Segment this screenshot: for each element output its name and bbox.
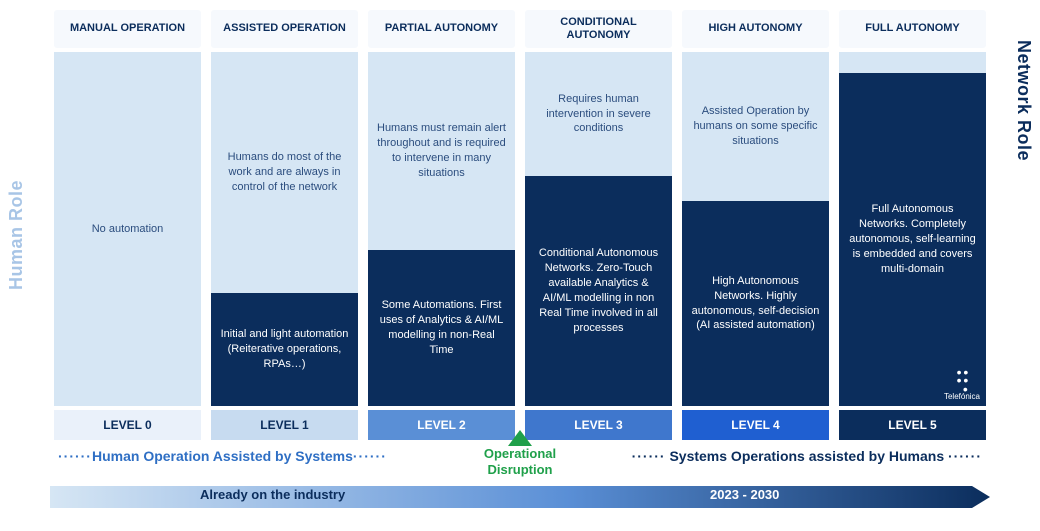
level-label-box: LEVEL 3 <box>525 410 672 440</box>
network-role-axis-label: Network Role <box>1013 40 1034 161</box>
column-header: HIGH AUTONOMY <box>682 10 829 48</box>
span-systems-text: Systems Operations assisted by Humans <box>669 448 944 464</box>
network-role-text: High Autonomous Networks. Highly autonom… <box>690 274 821 333</box>
timeline-right-label: 2023 - 2030 <box>710 487 779 502</box>
column-header: MANUAL OPERATION <box>54 10 201 48</box>
level-label-box: LEVEL 1 <box>211 410 358 440</box>
human-role-text: No automation <box>92 222 164 237</box>
network-role-block: Initial and light automation (Reiterativ… <box>211 293 358 406</box>
span-row: ······Human Operation Assisted by System… <box>50 448 990 470</box>
column-level-4: HIGH AUTONOMY Assisted Operation by human… <box>678 10 833 440</box>
level-label-box: LEVEL 2 <box>368 410 515 440</box>
column-header-text: MANUAL OPERATION <box>70 22 185 35</box>
autonomy-levels-chart: MANUAL OPERATION No automation LEVEL 0 ASSI… <box>50 10 990 440</box>
network-role-block: High Autonomous Networks. Highly autonom… <box>682 201 829 406</box>
column-level-1: ASSISTED OPERATION Humans do most of the … <box>207 10 362 440</box>
footer-region: ······Human Operation Assisted by System… <box>50 448 990 470</box>
network-role-block: Some Automations. First uses of Analytic… <box>368 250 515 406</box>
level-label-text: LEVEL 0 <box>103 418 151 432</box>
human-role-block: Requires human intervention in severe co… <box>525 52 672 176</box>
column-level-3: CONDITIONAL AUTONOMY Requires human inter… <box>521 10 676 440</box>
network-role-text: Initial and light automation (Reiterativ… <box>219 327 350 372</box>
timeline-left-label: Already on the industry <box>200 487 345 502</box>
human-role-text: Humans do most of the work and are alway… <box>219 150 350 195</box>
column-header: ASSISTED OPERATION <box>211 10 358 48</box>
column-level-2: PARTIAL AUTONOMY Humans must remain alert… <box>364 10 519 440</box>
level-label-text: LEVEL 3 <box>574 418 622 432</box>
human-role-block: No automation <box>54 52 201 406</box>
network-role-block: Full Autonomous Networks. Completely aut… <box>839 73 986 406</box>
level-label-box: LEVEL 0 <box>54 410 201 440</box>
human-role-axis-label: Human Role <box>6 180 27 290</box>
disruption-triangle-icon <box>508 430 532 446</box>
level-label-box: LEVEL 5 <box>839 410 986 440</box>
level-label-text: LEVEL 4 <box>731 418 779 432</box>
network-role-text: Some Automations. First uses of Analytic… <box>376 298 507 357</box>
human-role-text: Assisted Operation by humans on some spe… <box>690 104 821 149</box>
column-level-5: FULL AUTONOMY Full Autonomous Networks. C… <box>835 10 990 440</box>
human-role-text: Humans must remain alert throughout and … <box>376 121 507 180</box>
systems-operation-span-label: ······ Systems Operations assisted by Hu… <box>632 448 982 464</box>
timeline-bar: Already on the industry 2023 - 2030 <box>50 484 990 510</box>
human-role-block: Humans must remain alert throughout and … <box>368 52 515 250</box>
human-role-block <box>839 52 986 73</box>
network-role-text: Full Autonomous Networks. Completely aut… <box>847 202 978 276</box>
network-role-block: Conditional Autonomous Networks. Zero-To… <box>525 176 672 406</box>
level-label-text: LEVEL 5 <box>888 418 936 432</box>
level-label-text: LEVEL 1 <box>260 418 308 432</box>
column-header: CONDITIONAL AUTONOMY <box>525 10 672 48</box>
column-header-text: HIGH AUTONOMY <box>708 22 802 35</box>
level-label-text: LEVEL 2 <box>417 418 465 432</box>
human-role-block: Assisted Operation by humans on some spe… <box>682 52 829 201</box>
operational-disruption-label: OperationalDisruption <box>450 446 590 477</box>
column-header-text: ASSISTED OPERATION <box>223 22 346 35</box>
column-level-0: MANUAL OPERATION No automation LEVEL 0 <box>50 10 205 440</box>
column-header: FULL AUTONOMY <box>839 10 986 48</box>
level-label-box: LEVEL 4 <box>682 410 829 440</box>
human-role-text: Requires human intervention in severe co… <box>533 92 664 137</box>
human-operation-span-label: ······Human Operation Assisted by System… <box>58 448 387 464</box>
column-header-text: PARTIAL AUTONOMY <box>385 22 498 35</box>
human-role-block: Humans do most of the work and are alway… <box>211 52 358 293</box>
network-role-text: Conditional Autonomous Networks. Zero-To… <box>533 246 664 335</box>
column-header-text: CONDITIONAL AUTONOMY <box>531 16 666 42</box>
telefonica-logo: • •• • •Telefónica <box>944 368 980 402</box>
column-header: PARTIAL AUTONOMY <box>368 10 515 48</box>
span-human-text: Human Operation Assisted by Systems <box>92 448 353 464</box>
column-header-text: FULL AUTONOMY <box>865 22 960 35</box>
